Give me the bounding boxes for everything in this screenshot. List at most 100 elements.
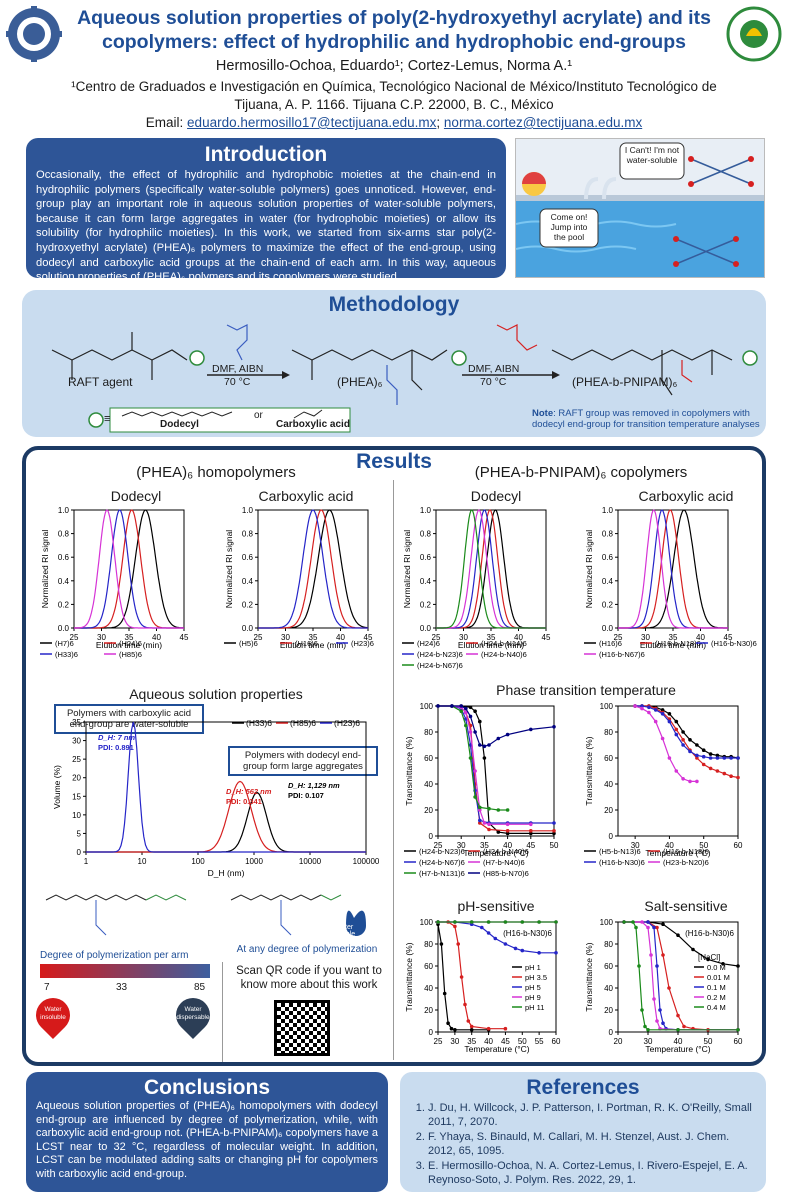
- y-tick-label: 30: [72, 737, 81, 746]
- data-point: [505, 808, 510, 812]
- data-point: [459, 975, 464, 979]
- reference-item: E. Hermosillo-Ochoa, N. A. Cortez-Lemus,…: [428, 1160, 756, 1187]
- legend-label: (H33)6: [55, 650, 78, 659]
- series-line: [438, 705, 508, 811]
- y-tick-label: 0.4: [242, 577, 254, 586]
- data-point: [493, 936, 498, 941]
- x-tick-label: 45: [364, 633, 373, 642]
- data-point: [688, 779, 692, 784]
- plot-frame: [437, 705, 555, 837]
- data-point: [695, 743, 699, 747]
- poster-title: Aqueous solution properties of poly(2-hy…: [77, 7, 711, 53]
- series-line: [635, 705, 738, 759]
- data-point: [469, 1024, 474, 1029]
- data-point: [653, 708, 658, 712]
- legend-label: (H24-b-N67)6: [419, 858, 465, 867]
- y-tick-label: 1.0: [602, 506, 614, 515]
- authors: Hermosillo-Ochoa, Eduardo¹; Cortez-Lemus…: [215, 58, 573, 74]
- data-point: [708, 766, 713, 771]
- data-point: [676, 933, 680, 937]
- copolymers-title: (PHEA-b-PNIPAM)₆ copolymers: [474, 464, 688, 481]
- x-tick-label: 40: [152, 633, 161, 642]
- pool-illustration: I Can't! I'm not water-soluble Come on! …: [515, 138, 765, 278]
- data-point: [520, 948, 525, 953]
- r-dodecyl-label: Dodecyl: [160, 419, 199, 430]
- series-line: [635, 705, 739, 759]
- y-tick-label: 0.0: [242, 624, 254, 633]
- data-point: [529, 727, 533, 732]
- data-point: [660, 712, 665, 716]
- chart-annotation: (H16-b-N30)6: [503, 929, 552, 938]
- legend-label: (H23-b-N20)6: [663, 858, 709, 867]
- y-tick-label: 0.0: [602, 624, 614, 633]
- x-tick-label: 30: [97, 633, 106, 642]
- y-tick-label: 1.0: [242, 506, 254, 515]
- legend-label: (H5)6: [239, 639, 258, 648]
- series-line: [74, 509, 184, 629]
- data-point: [643, 1024, 647, 1029]
- data-point: [681, 730, 685, 734]
- data-point: [503, 1026, 508, 1031]
- x-tick-label: 35: [125, 633, 134, 642]
- data-point: [537, 951, 541, 955]
- data-point: [469, 1028, 474, 1032]
- legend-label: (H16)6: [599, 639, 622, 648]
- y-tick-label: 0.6: [58, 553, 70, 562]
- data-point: [708, 752, 713, 756]
- y-tick-label: 0.4: [602, 577, 614, 586]
- dp-value-high: 85: [194, 982, 206, 993]
- copolymer-label: (PHEA-b-PNIPAM)₆: [572, 375, 678, 389]
- series-line: [438, 921, 506, 1030]
- data-point: [682, 1024, 686, 1029]
- introduction-body: Occasionally, the effect of hydrophilic …: [36, 169, 496, 284]
- x-tick-label: 1: [84, 857, 89, 866]
- email-link-2[interactable]: norma.cortez@tectijuana.edu.mx: [443, 115, 643, 130]
- legend-label: (H16-b-N18)6: [663, 847, 709, 856]
- data-point: [701, 762, 706, 767]
- legend-label: 0.4 M: [707, 1003, 726, 1012]
- email-link-1[interactable]: eduardo.hermosillo17@tectijuana.edu.mx: [187, 115, 437, 130]
- data-point: [667, 719, 672, 724]
- x-tick-label: 45: [526, 841, 535, 850]
- y-tick-label: 40: [424, 984, 433, 993]
- data-point: [486, 1026, 491, 1031]
- data-point: [647, 705, 651, 710]
- legend-label: (H24-b-N40)6: [481, 650, 527, 659]
- qr-code-icon[interactable]: [274, 1000, 330, 1056]
- data-point: [736, 964, 740, 968]
- y-tick-label: 0.0: [58, 624, 70, 633]
- x-tick-label: 45: [724, 633, 733, 642]
- data-point: [681, 738, 685, 742]
- x-tick-label: 25: [614, 633, 623, 642]
- data-point: [655, 964, 659, 968]
- callout-aggregates: Polymers with dodecyl end-group form lar…: [228, 746, 378, 776]
- data-point: [456, 942, 461, 946]
- data-point: [478, 818, 482, 823]
- data-point: [729, 756, 733, 760]
- data-point: [487, 822, 491, 827]
- data-point: [436, 920, 440, 924]
- data-point: [715, 769, 720, 773]
- y-tick-label: 40: [604, 780, 613, 789]
- temperature-2: 70 °C: [480, 376, 507, 388]
- y-axis-label: Transmittance (%): [404, 942, 414, 1011]
- data-point: [505, 732, 510, 737]
- x-tick-label: 1000: [245, 857, 263, 866]
- dh-label: D_H: 7 nm: [98, 733, 135, 742]
- data-point: [552, 831, 556, 836]
- x-tick-label: 10: [138, 857, 147, 866]
- x-tick-label: 25: [434, 841, 443, 850]
- data-point: [667, 756, 672, 760]
- qr-text: Scan QR code if you want to know more ab…: [236, 965, 382, 991]
- series-line: [618, 509, 728, 629]
- results-section: Results (PHEA)₆ homopolymers (PHEA-b-PNI…: [22, 446, 766, 1066]
- callout-water-soluble: Polymers with carboxylic acid end-group …: [54, 704, 204, 734]
- y-tick-label: 15: [72, 792, 81, 801]
- data-point: [459, 709, 464, 713]
- data-point: [478, 821, 482, 825]
- methodology-note: Note: RAFT group was removed in copolyme…: [532, 408, 762, 430]
- data-point: [658, 1008, 662, 1012]
- legend-label: (H85-b-N70)6: [483, 869, 529, 878]
- y-tick-label: 1.0: [420, 506, 432, 515]
- homopolymers-title: (PHEA)₆ homopolymers: [136, 464, 296, 481]
